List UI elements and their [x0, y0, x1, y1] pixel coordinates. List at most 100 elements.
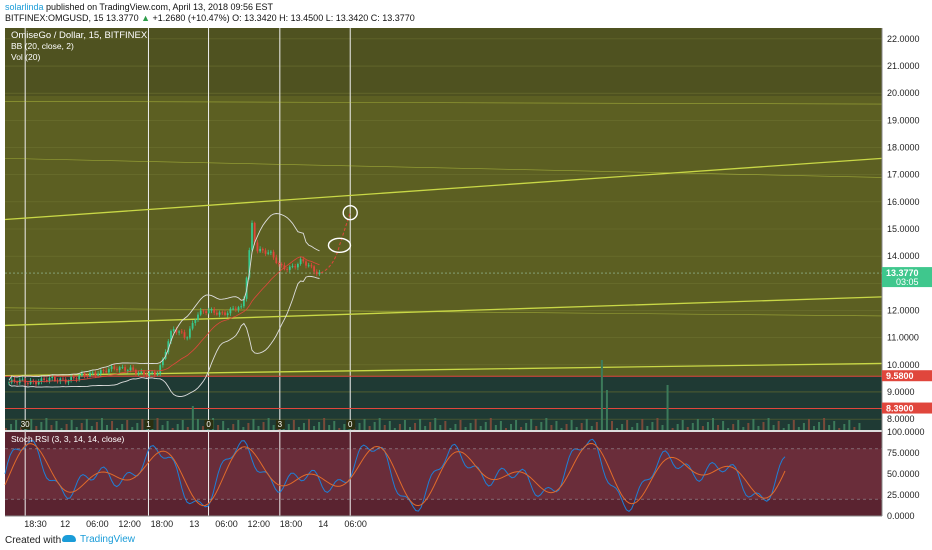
volume-bar	[106, 425, 108, 430]
trend-line	[4, 101, 883, 105]
volume-bar	[186, 427, 189, 430]
volume-bar	[222, 421, 225, 430]
projection-circle	[327, 237, 352, 253]
candle-body	[297, 264, 299, 268]
day-marker-bg	[21, 420, 31, 429]
candle-body	[40, 378, 43, 382]
candle-body	[305, 261, 307, 266]
candle-body	[270, 251, 272, 253]
candle-body	[54, 376, 56, 381]
volume-bar	[494, 425, 497, 430]
price-tick-label: 22.0000	[887, 34, 920, 44]
volume-bar	[479, 426, 482, 430]
stoch-d-line	[4, 442, 786, 507]
day-marker-label: 0	[348, 420, 353, 429]
volume-bar	[429, 422, 432, 430]
candle-body	[135, 369, 137, 374]
volume-bar	[338, 428, 341, 430]
volume-bar	[171, 428, 174, 430]
day-marker-label: 3	[278, 420, 283, 429]
candle-body	[170, 331, 172, 342]
volume-bar	[50, 425, 53, 430]
price-tick-label: 9.0000	[887, 387, 915, 397]
candle-body	[83, 373, 86, 376]
candle-body	[8, 382, 10, 384]
volume-bar	[287, 424, 290, 430]
volume-bar	[575, 427, 578, 430]
candle-body	[180, 331, 183, 333]
candle-body	[167, 341, 170, 352]
volume-bar	[65, 424, 68, 430]
trend-line	[4, 158, 883, 178]
volume-bar	[550, 425, 553, 430]
candle-body	[253, 222, 256, 243]
volume-bar	[30, 419, 33, 430]
candle-body	[272, 251, 275, 258]
volume-bar	[409, 427, 411, 430]
volume-bar	[136, 423, 139, 430]
volume-bar	[656, 418, 659, 430]
volume-bar	[252, 419, 255, 430]
candle-body	[264, 250, 267, 254]
day-marker-bg	[275, 420, 285, 429]
candle-body	[226, 313, 229, 315]
volume-bar	[459, 420, 462, 430]
candle-body	[94, 372, 97, 376]
price-chart[interactable]: 22.000021.000020.000019.000018.000017.00…	[0, 26, 932, 530]
volume-bar	[621, 424, 624, 430]
volume-bar	[712, 418, 714, 430]
volume-bar	[267, 418, 270, 430]
candle-body	[261, 248, 264, 251]
candle-body	[248, 250, 251, 278]
price-badge-label: 8.3900	[886, 404, 914, 414]
price-badge	[882, 402, 932, 414]
volume-bar	[499, 421, 502, 430]
candle-body	[43, 378, 45, 380]
time-tick-label: 14	[318, 519, 328, 529]
volume-bar	[823, 418, 826, 430]
volume-bar	[792, 420, 795, 430]
volume-bar	[378, 418, 381, 430]
volume-bar	[570, 420, 573, 430]
bb-upper	[8, 213, 320, 381]
tradingview-cloud-icon	[62, 534, 76, 542]
created-with-label: Created with	[5, 535, 62, 546]
candle-body	[121, 367, 124, 368]
candle-body	[113, 366, 116, 369]
time-tick-label: 18:00	[280, 519, 303, 529]
candle-body	[213, 309, 216, 313]
volume-bar	[439, 425, 442, 430]
stoch-k-line	[4, 438, 786, 513]
candle-body	[51, 376, 54, 379]
ohlc-values: O: 13.3420 H: 13.4500 L: 13.3420 C: 13.3…	[232, 13, 415, 23]
volume-bar	[595, 422, 598, 430]
price-tick-label: 20.0000	[887, 88, 920, 98]
candle-body	[224, 312, 226, 315]
candle-body	[232, 308, 234, 310]
candle-body	[16, 381, 18, 383]
trend-line	[4, 157, 883, 221]
trend-line	[4, 296, 883, 327]
candle-body	[210, 309, 213, 311]
volume-bar	[631, 427, 634, 430]
candle-body	[205, 311, 207, 313]
countdown-label: 03:05	[896, 277, 919, 287]
volume-bar	[444, 421, 447, 430]
volume-bar	[434, 418, 437, 430]
candle-body	[29, 380, 32, 384]
volume-bar	[616, 428, 619, 430]
symbol-label: BITFINEX:OMGUSD, 15	[5, 13, 104, 23]
tradingview-logo[interactable]: TradingView	[62, 534, 135, 545]
volume-bar	[651, 422, 654, 430]
volume-bar	[60, 428, 63, 430]
candle-body	[280, 264, 283, 266]
volume-bar	[257, 426, 260, 430]
day-marker-bg	[346, 420, 356, 429]
volume-bar	[681, 420, 684, 430]
volume-bar	[95, 422, 98, 430]
volume-bar	[55, 421, 58, 430]
time-tick-label: 18:30	[24, 519, 47, 529]
footer: Created with TradingView	[0, 530, 932, 550]
author-link[interactable]: solarlinda	[5, 2, 44, 12]
price-tick-label: 12.0000	[887, 305, 920, 315]
